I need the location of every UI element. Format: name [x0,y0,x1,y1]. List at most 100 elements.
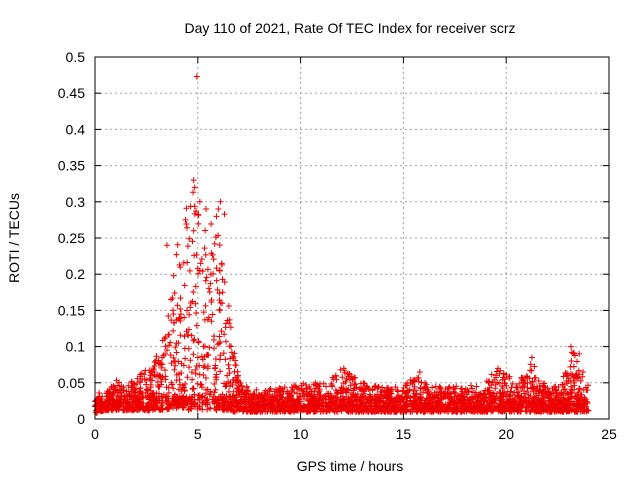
data-point [467,382,474,389]
data-point [177,311,184,318]
data-point [173,317,180,324]
data-point-outlier [528,354,535,361]
data-point [420,389,427,396]
data-point [187,357,194,364]
chart-title: Day 110 of 2021, Rate Of TEC Index for r… [185,20,516,36]
data-point [288,392,295,399]
data-point [447,399,454,406]
data-point [331,407,338,414]
data-point [489,379,496,386]
data-point [570,379,577,386]
y-tick-label: 0.25 [58,230,85,246]
data-point [539,386,546,393]
data-point [368,396,375,403]
data-point [499,406,506,413]
data-point [114,404,121,411]
data-point [211,365,218,372]
data-point [170,393,177,400]
data-point [277,385,284,392]
data-point [181,282,188,289]
data-point [345,396,352,403]
data-point [473,383,480,390]
data-point [448,395,455,402]
data-point-outlier [215,206,222,213]
data-point [500,402,507,409]
data-point [149,377,156,384]
data-point [462,399,469,406]
data-point [177,332,184,339]
data-point [196,397,203,404]
data-point [385,384,392,391]
data-point [493,390,500,397]
data-point [475,406,482,413]
data-point [221,279,228,286]
data-point [143,381,150,388]
data-point [380,398,387,405]
data-point [300,403,307,410]
data-point [213,277,220,284]
data-point [231,394,238,401]
data-point [554,407,561,414]
data-point-outlier [190,177,197,184]
data-point [177,295,184,302]
data-point [477,401,484,408]
data-point [414,375,421,382]
data-point [389,406,396,413]
data-point [438,406,445,413]
data-point [235,382,242,389]
data-point [571,352,578,359]
data-point [572,393,579,400]
data-point [473,402,480,409]
data-point [482,394,489,401]
data-point [352,381,359,388]
data-point [202,277,209,284]
data-point [202,390,209,397]
data-point [217,368,224,375]
data-point [175,386,182,393]
data-point-outlier [576,350,583,357]
data-point [209,251,216,258]
data-point [230,354,237,361]
data-point [442,386,449,393]
data-point [229,401,236,408]
data-point [245,387,252,394]
data-point [108,405,115,412]
data-point [216,333,223,340]
data-point [488,371,495,378]
data-point [514,392,521,399]
data-point [143,377,150,384]
data-point [502,380,509,387]
data-point [364,384,371,391]
data-point [154,400,161,407]
data-point [184,374,191,381]
data-point [359,406,366,413]
data-point [578,404,585,411]
data-point [156,406,163,413]
data-point [195,339,202,346]
data-point [191,400,198,407]
data-point [199,268,206,275]
data-point [117,387,124,394]
data-point [319,395,326,402]
data-point [338,384,345,391]
data-point [446,384,453,391]
data-point [494,405,501,412]
data-point [228,349,235,356]
data-point [564,380,571,387]
data-point [484,405,491,412]
data-point [205,285,212,292]
data-point [175,358,182,365]
data-point [532,374,539,381]
data-point [150,366,157,373]
data-point [174,395,181,402]
data-point [215,396,222,403]
data-point [455,400,462,407]
data-point [128,384,135,391]
data-point [155,357,162,364]
data-point [166,342,173,349]
data-point [219,406,226,413]
data-point [207,280,214,287]
data-point [515,404,522,411]
data-point [349,408,356,415]
data-point [561,385,568,392]
